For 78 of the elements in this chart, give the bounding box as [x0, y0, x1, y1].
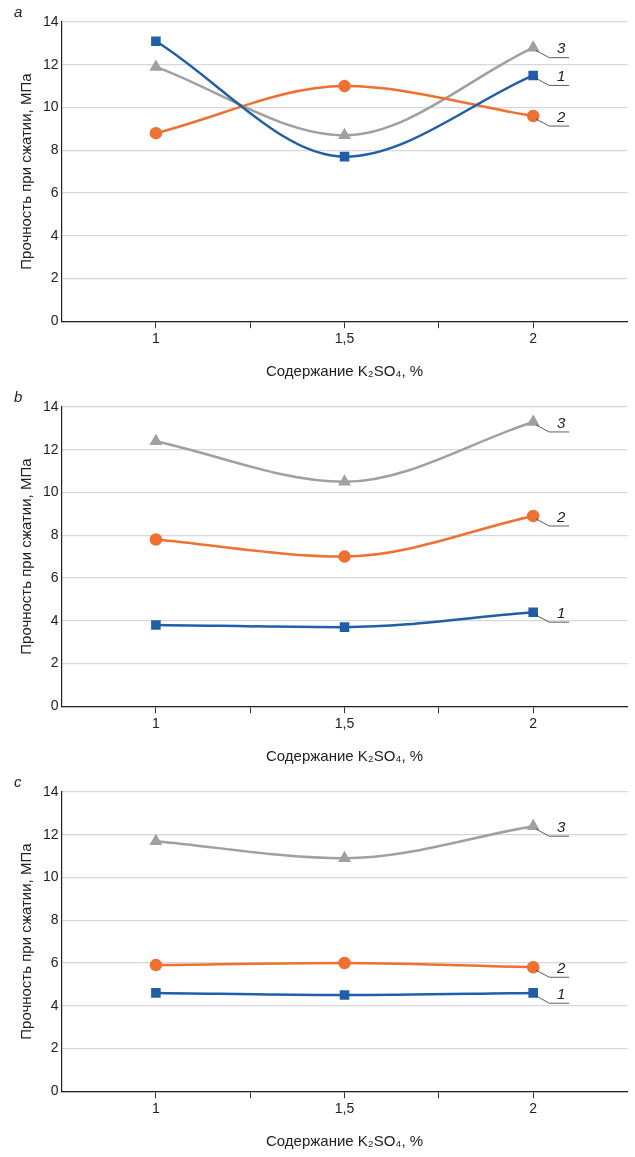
series-label: 2	[556, 958, 567, 976]
y-tick-label: 2	[50, 269, 59, 286]
point	[151, 620, 161, 630]
x-tick-label: 1	[152, 715, 160, 732]
point	[151, 988, 161, 998]
point	[150, 60, 162, 71]
x-tick-label: 1,5	[334, 330, 355, 347]
y-tick-label: 12	[42, 55, 59, 72]
point	[339, 151, 350, 162]
y-tick-label: 14	[42, 782, 59, 799]
x-tick-label: 1,5	[334, 715, 355, 732]
chart-title: a	[14, 3, 23, 21]
y-axis-title: Прочность при сжатии, МПа	[17, 72, 35, 270]
x-tick-label: 2	[529, 330, 538, 347]
y-axis-title: Прочность при сжатии, МПа	[17, 457, 35, 655]
point	[528, 988, 538, 998]
x-tick-label: 1,5	[334, 1100, 355, 1117]
y-tick-label: 14	[42, 397, 59, 414]
point	[338, 956, 351, 970]
series-label: 1	[557, 984, 566, 1002]
x-tick-label: 2	[529, 1100, 538, 1117]
point	[338, 129, 351, 140]
y-tick-label: 8	[50, 526, 59, 543]
point	[527, 819, 539, 830]
point	[149, 126, 163, 140]
y-tick-label: 2	[50, 1039, 59, 1056]
point	[338, 550, 351, 563]
y-tick-label: 0	[50, 312, 59, 329]
y-tick-label: 10	[42, 98, 59, 115]
series-label: 3	[557, 39, 567, 57]
point	[526, 961, 540, 974]
point	[151, 36, 161, 47]
point	[150, 834, 162, 845]
point	[339, 990, 350, 1000]
x-axis-title: Содержание K₂SO₄, %	[265, 747, 424, 765]
point	[338, 852, 351, 862]
point	[528, 607, 538, 617]
x-tick-label: 1	[152, 1100, 160, 1117]
chart-title: c	[14, 773, 22, 791]
x-axis-title: Содержание K₂SO₄, %	[265, 362, 424, 380]
series-label: 2	[556, 107, 567, 125]
x-tick-label: 1	[152, 330, 160, 347]
y-tick-label: 14	[42, 12, 59, 29]
point	[149, 958, 163, 972]
series-label: 2	[556, 507, 567, 525]
point	[527, 41, 539, 52]
point	[526, 109, 540, 123]
y-tick-label: 8	[50, 141, 59, 158]
y-tick-label: 12	[42, 825, 59, 842]
y-tick-label: 0	[50, 1082, 59, 1099]
y-tick-label: 4	[50, 611, 59, 628]
series-label: 3	[557, 413, 567, 431]
y-tick-label: 12	[42, 440, 59, 457]
series-label: 1	[557, 603, 566, 621]
y-tick-label: 2	[50, 654, 59, 671]
point	[338, 79, 351, 93]
point	[339, 622, 350, 632]
series-label: 3	[557, 817, 567, 835]
point	[150, 434, 162, 445]
y-tick-label: 0	[50, 697, 59, 714]
series-label: 1	[557, 67, 566, 85]
chart-title: b	[14, 388, 23, 406]
y-axis-title: Прочность при сжатии, МПа	[17, 842, 35, 1040]
point	[527, 415, 539, 426]
point	[149, 533, 163, 546]
y-tick-label: 4	[50, 226, 59, 243]
y-tick-label: 6	[50, 183, 59, 200]
point	[528, 70, 538, 81]
point	[338, 475, 351, 486]
x-tick-label: 2	[529, 715, 538, 732]
y-tick-label: 6	[50, 953, 59, 970]
y-tick-label: 10	[42, 483, 59, 500]
y-tick-label: 10	[42, 868, 59, 885]
point	[526, 509, 540, 523]
y-tick-label: 4	[50, 996, 59, 1013]
y-tick-label: 6	[50, 568, 59, 585]
y-tick-label: 8	[50, 911, 59, 928]
x-axis-title: Содержание K₂SO₄, %	[265, 1132, 424, 1150]
